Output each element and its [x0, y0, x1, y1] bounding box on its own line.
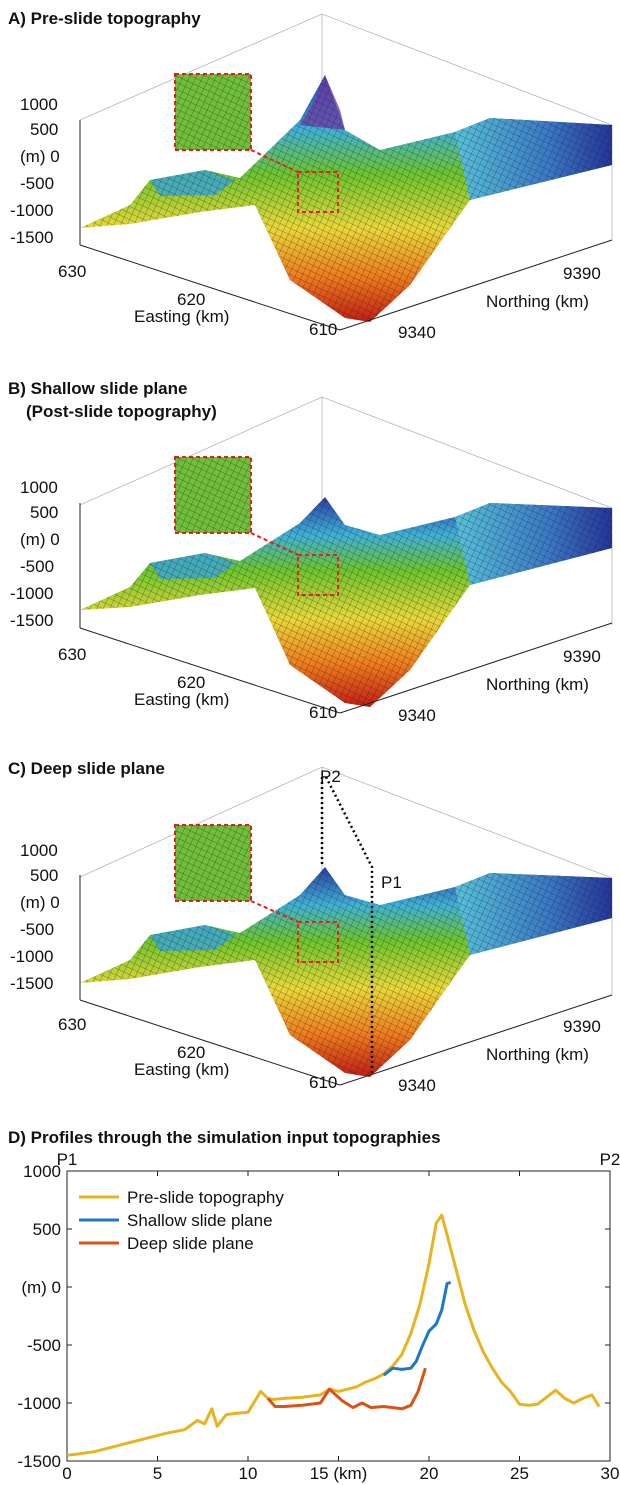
- easting-tick: 630: [58, 1015, 87, 1034]
- northing-tick: 9340: [398, 1076, 436, 1095]
- z-tick: -1500: [10, 611, 54, 630]
- z-tick: -500: [20, 174, 55, 193]
- legend-label: Shallow slide plane: [127, 1211, 273, 1230]
- y-tick-label: (m) 0: [21, 1278, 61, 1297]
- z-tick: -1500: [10, 974, 54, 993]
- z-tick: 500: [30, 503, 59, 522]
- northing-label: Northing (km): [486, 292, 589, 311]
- z-tick: 500: [30, 120, 59, 139]
- northing-label: Northing (km): [486, 675, 589, 694]
- z-tick: 1000: [20, 95, 58, 114]
- easting-tick: 620: [177, 673, 206, 692]
- panel-a: A) Pre-slide topography: [0, 0, 620, 345]
- northing-tick: 9340: [398, 323, 436, 342]
- surface-plot-a: [79, 13, 613, 331]
- series-line-1: [382, 1280, 452, 1377]
- z-tick: -500: [20, 557, 55, 576]
- panel-title: C) Deep slide plane: [8, 759, 165, 778]
- zoom-region-marker: [297, 554, 339, 596]
- legend-label: Pre-slide topography: [127, 1188, 284, 1207]
- z-tick: (m) 0: [20, 530, 60, 549]
- easting-tick: 610: [309, 1073, 338, 1092]
- northing-label: Northing (km): [486, 1045, 589, 1064]
- zoom-region-marker: [297, 921, 339, 963]
- northing-tick: 9340: [398, 706, 436, 725]
- panel-b: B) Shallow slide plane (Post-slide topog…: [0, 375, 620, 735]
- northing-tick: 9390: [563, 647, 601, 666]
- easting-tick: 610: [309, 320, 338, 339]
- zoom-inset: [174, 73, 339, 213]
- legend-label: Deep slide plane: [127, 1234, 254, 1253]
- y-tick-label: -1500: [18, 1452, 61, 1471]
- northing-tick: 9390: [563, 1017, 601, 1036]
- point-label-p1: P1: [381, 873, 402, 892]
- z-tick: -1000: [10, 201, 54, 220]
- x-tick-label: 30: [601, 1464, 620, 1483]
- z-tick: -1000: [10, 584, 54, 603]
- y-tick-label: -500: [27, 1336, 61, 1355]
- easting-label: Easting (km): [134, 690, 230, 709]
- easting-tick: 620: [177, 1043, 206, 1062]
- z-tick: 1000: [20, 841, 58, 860]
- northing-tick: 9390: [563, 264, 601, 283]
- surface-plot-c: [79, 766, 613, 1086]
- series-line-0: [66, 1213, 601, 1457]
- panel-d: D) Profiles through the simulation input…: [0, 1128, 620, 1485]
- z-tick: -1000: [10, 947, 54, 966]
- panel-title: A) Pre-slide topography: [8, 9, 201, 28]
- z-tick: (m) 0: [20, 893, 60, 912]
- profile-line: [320, 776, 374, 1073]
- easting-tick: 630: [58, 645, 87, 664]
- z-tick: 1000: [20, 478, 58, 497]
- surface-plot-b: [79, 396, 613, 714]
- terrain-surface: [80, 75, 612, 322]
- series-line-2: [266, 1367, 427, 1411]
- panel-subtitle: (Post-slide topography): [26, 402, 217, 421]
- y-tick-label: 500: [33, 1220, 61, 1239]
- easting-label: Easting (km): [134, 307, 230, 326]
- zoom-region-marker: [297, 171, 339, 213]
- x-tick-label: 0: [62, 1464, 71, 1483]
- easting-tick: 610: [309, 703, 338, 722]
- z-tick: -1500: [10, 228, 54, 247]
- z-tick: (m) 0: [20, 147, 60, 166]
- profile-start-label: P1: [57, 1150, 78, 1169]
- easting-label: Easting (km): [134, 1060, 230, 1079]
- easting-tick: 620: [177, 290, 206, 309]
- panel-title: D) Profiles through the simulation input…: [8, 1128, 441, 1147]
- x-tick-label: 10: [239, 1464, 258, 1483]
- x-tick-label: 5: [153, 1464, 162, 1483]
- y-tick-label: 1000: [23, 1162, 61, 1181]
- x-tick-label: 20: [420, 1464, 439, 1483]
- panel-c: C) Deep slide plane P2 P1 1000 500 (m) 0…: [0, 755, 620, 1110]
- y-tick-label: -1000: [18, 1394, 61, 1413]
- panel-title: B) Shallow slide plane: [8, 379, 188, 398]
- z-tick: -500: [20, 920, 55, 939]
- z-tick: 500: [30, 866, 59, 885]
- point-label-p2: P2: [320, 767, 341, 786]
- easting-tick: 630: [58, 262, 87, 281]
- x-tick-label: 15 (km): [310, 1464, 368, 1483]
- x-tick-label: 25: [510, 1464, 529, 1483]
- profile-end-label: P2: [600, 1150, 620, 1169]
